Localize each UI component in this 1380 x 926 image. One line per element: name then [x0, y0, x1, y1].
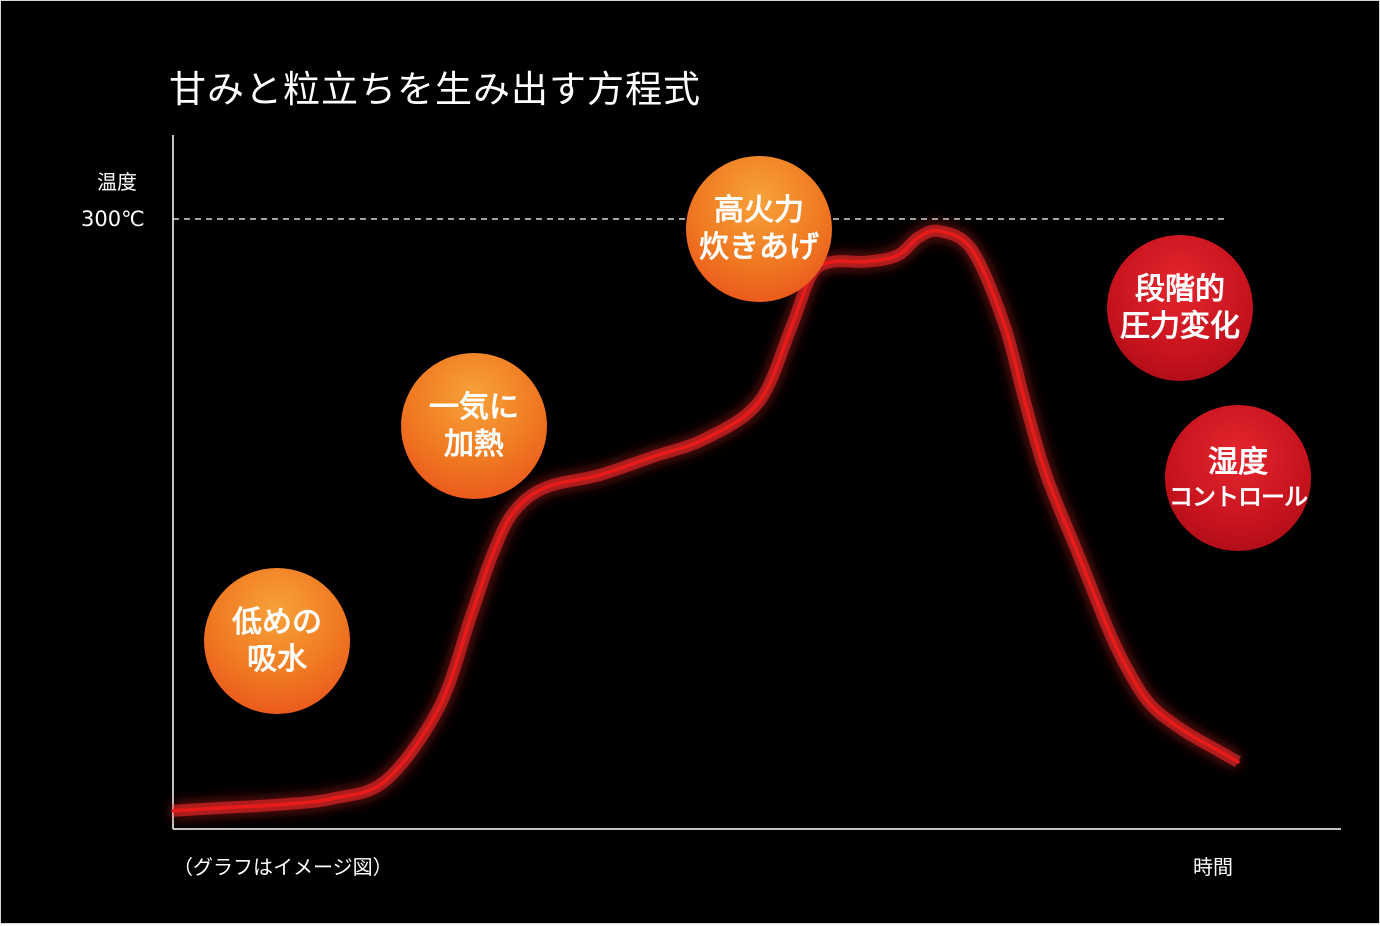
y-tick-300: 300℃: [81, 207, 145, 231]
annotation-line: 湿度: [1208, 445, 1268, 481]
chart-note: （グラフはイメージ図）: [173, 855, 393, 879]
annotation-line: 低めの: [232, 604, 322, 640]
annotation-stepwise-pressure: 段階的 圧力変化: [1107, 235, 1253, 381]
annotation-line: 吸水: [247, 642, 307, 677]
annotation-line: 一気に: [429, 389, 519, 425]
series-line: [171, 228, 1240, 813]
annotation-humidity-control: 湿度 コントロール: [1165, 405, 1311, 551]
annotation-line: 加熱: [444, 427, 504, 462]
series-line-glow: [172, 224, 1241, 817]
y-axis-label: 温度: [97, 170, 137, 194]
annotation-rapid-heating: 一気に 加熱: [401, 353, 547, 499]
chart-title: 甘みと粒立ちを生み出す方程式: [169, 68, 701, 111]
annotation-low-absorption: 低めの 吸水: [204, 568, 350, 714]
annotation-high-heat-cooking: 高火力 炊きあげ: [686, 156, 832, 302]
x-axis-label: 時間: [1193, 855, 1233, 879]
annotation-line: 圧力変化: [1120, 309, 1240, 344]
annotation-line: 炊きあげ: [699, 230, 819, 265]
annotation-line: 高火力: [714, 192, 804, 228]
annotation-line: 段階的: [1135, 271, 1225, 307]
annotation-line: コントロール: [1169, 482, 1308, 511]
